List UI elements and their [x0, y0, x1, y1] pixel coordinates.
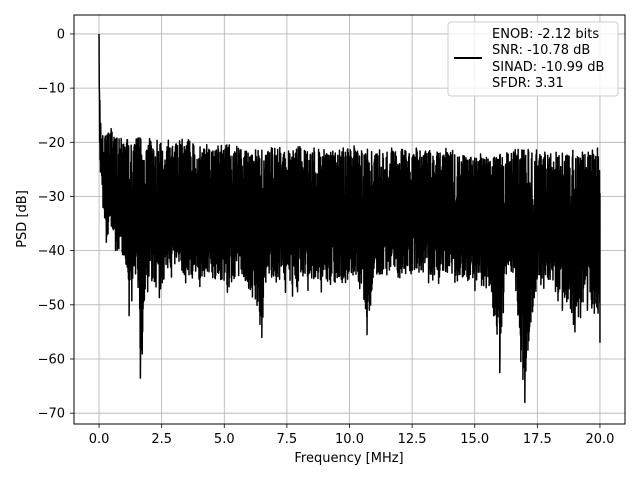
x-tick-label: 10.0 [335, 432, 364, 447]
x-axis-label: Frequency [MHz] [294, 451, 403, 466]
legend-sinad: SINAD: -10.99 dB [492, 60, 604, 75]
y-axis-label: PSD [dB] [15, 190, 30, 248]
legend: ENOB: -2.12 bits SNR: -10.78 dB SINAD: -… [447, 21, 619, 97]
y-axis-ticks: 0 −10 −20 −30 −40 −50 −60 −70 [38, 27, 74, 422]
x-tick-label: 7.5 [277, 432, 298, 447]
y-tick-label: −30 [38, 190, 65, 205]
legend-snr: SNR: -10.78 dB [492, 43, 590, 58]
x-tick-label: 5.0 [214, 432, 235, 447]
legend-enob: ENOB: -2.12 bits [492, 27, 599, 42]
x-axis-ticks: 0.0 2.5 5.0 7.5 10.0 12.5 15.0 17.5 20.0 [89, 424, 614, 447]
legend-sfdr: SFDR: 3.31 [492, 76, 564, 91]
x-tick-label: 17.5 [523, 432, 552, 447]
y-tick-label: −50 [38, 298, 65, 313]
y-tick-label: −40 [38, 244, 65, 259]
y-tick-label: −10 [38, 82, 65, 97]
x-tick-label: 15.0 [460, 432, 489, 447]
y-tick-label: 0 [57, 27, 65, 42]
x-tick-label: 12.5 [398, 432, 427, 447]
x-tick-label: 2.5 [151, 432, 172, 447]
x-tick-label: 0.0 [89, 432, 110, 447]
y-tick-label: −20 [38, 136, 65, 151]
psd-line [98, 33, 601, 404]
y-tick-label: −60 [38, 352, 65, 367]
legend-box [447, 21, 619, 97]
y-tick-label: −70 [38, 407, 65, 422]
x-tick-label: 20.0 [585, 432, 614, 447]
psd-trace [98, 33, 601, 404]
